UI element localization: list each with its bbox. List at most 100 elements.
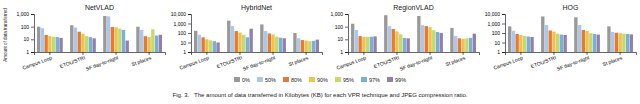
bar [198, 35, 201, 52]
tick: 10 [180, 40, 191, 46]
plot-area [37, 16, 162, 52]
bar [85, 36, 88, 52]
bar [436, 32, 439, 52]
series [213, 37, 316, 52]
bar [618, 33, 621, 52]
tick-label: 1 [26, 49, 29, 55]
bar [111, 27, 114, 52]
bar [549, 30, 552, 52]
tick-label: ETOU/STRI [373, 54, 400, 69]
tick-label: SF day-to-night [399, 54, 434, 72]
tick: ETOU/STRI [530, 52, 557, 69]
tick: Campus Loop [178, 52, 210, 71]
bar [159, 35, 162, 52]
tick: Campus Loop [335, 52, 367, 71]
bar [527, 37, 530, 52]
tick-mark [31, 39, 34, 40]
bar [268, 33, 271, 52]
legend-swatch [234, 77, 240, 82]
bar [373, 36, 376, 52]
x-axis: Campus LoopETOU/STRISF day-to-nightSt pl… [335, 52, 479, 72]
legend-label: 90% [317, 77, 328, 83]
bar [246, 37, 249, 52]
tick: 10 [337, 36, 348, 42]
bar [469, 38, 472, 52]
legend-item: 97% [361, 77, 380, 83]
bar [48, 36, 51, 52]
bar [399, 34, 402, 52]
tick: 10,000 [485, 11, 505, 17]
bar [92, 38, 95, 52]
bar [515, 34, 518, 52]
tick: Campus Loop [492, 52, 524, 71]
bar [74, 28, 77, 52]
series [358, 26, 461, 52]
bar [366, 37, 369, 52]
series [355, 25, 458, 52]
tick: 1,000 [173, 21, 191, 27]
bar [582, 30, 585, 52]
tick-mark [345, 39, 348, 40]
series [48, 27, 151, 52]
bar [122, 30, 125, 52]
bar [41, 28, 44, 52]
axis-line [35, 53, 166, 56]
bar [264, 31, 267, 52]
bar [450, 28, 453, 52]
tick: 1 [340, 49, 348, 55]
bar [227, 21, 230, 52]
tick-label: Campus Loop [492, 54, 524, 70]
tick-label: 10,000 [171, 11, 187, 17]
tick: 100 [335, 24, 348, 30]
bar [114, 27, 117, 52]
bar [362, 37, 365, 52]
bar [607, 26, 610, 52]
tick: Campus Loop [21, 52, 53, 71]
bar [279, 38, 282, 52]
bar [249, 29, 252, 52]
bar [585, 31, 588, 52]
bar [126, 41, 129, 52]
bar [355, 30, 358, 52]
tick: 1,000 [330, 11, 348, 17]
bar [283, 38, 286, 52]
tick-label: 10 [337, 36, 343, 42]
series [366, 30, 469, 52]
bar [370, 37, 373, 52]
bar [107, 16, 110, 52]
series [209, 35, 312, 52]
chart: 1101001,000Campus LoopETOU/STRISF day-to… [0, 0, 640, 104]
bar [432, 30, 435, 52]
bar [293, 33, 296, 52]
legend-label: 97% [369, 77, 380, 83]
bar [530, 37, 533, 52]
tick-mark [502, 43, 505, 44]
legend-swatch [257, 77, 263, 82]
bar [78, 32, 81, 52]
bar [622, 34, 625, 52]
bar [578, 25, 581, 52]
bar [593, 34, 596, 52]
bar [37, 27, 40, 52]
axis-line [349, 53, 480, 56]
bar [235, 31, 238, 52]
axis-line [31, 15, 35, 53]
tick-mark [502, 24, 505, 25]
bar [231, 26, 234, 52]
y-axis: 1101001,000 [16, 11, 34, 55]
tick-mark [502, 33, 505, 34]
subplot: 1101001,000Campus LoopETOU/STRISF day-to… [16, 4, 165, 72]
bar [209, 40, 212, 52]
bar [519, 35, 522, 52]
tick: St places [602, 52, 624, 67]
bar [118, 29, 121, 52]
tick-mark [31, 14, 34, 15]
tick-label: Campus Loop [178, 54, 210, 70]
bar [81, 34, 84, 52]
legend-swatch [387, 77, 393, 82]
bar [406, 38, 409, 52]
bar [611, 32, 614, 52]
tick-label: 100 [492, 30, 501, 36]
tick-label: SF day-to-night [556, 54, 591, 72]
tick-label: ETOU/STRI [216, 54, 243, 69]
